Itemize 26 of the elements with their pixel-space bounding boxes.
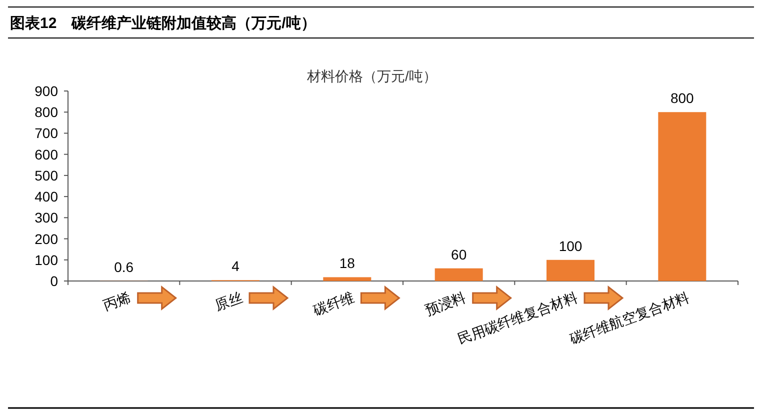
data-label: 4	[232, 258, 240, 274]
chart-title: 图表12 碳纤维产业链附加值较高（万元/吨）	[10, 14, 316, 32]
y-tick-label: 900	[34, 83, 58, 99]
y-tick-label: 100	[34, 252, 58, 268]
x-tick-label: 碳纤维	[310, 290, 357, 320]
bar	[434, 268, 483, 281]
data-label: 100	[558, 238, 582, 254]
data-label: 0.6	[114, 258, 134, 275]
bar	[658, 112, 706, 281]
y-tick-label: 600	[34, 146, 58, 162]
x-tick-label: 原丝	[213, 290, 245, 314]
y-tick-label: 400	[34, 188, 58, 205]
y-tick-label: 0	[50, 273, 58, 289]
data-label: 18	[339, 255, 356, 272]
y-tick-label: 700	[34, 125, 58, 142]
bar	[323, 277, 372, 281]
y-tick-label: 500	[34, 167, 58, 184]
data-label: 800	[670, 90, 694, 106]
x-tick-label: 丙烯	[101, 290, 134, 314]
bar	[546, 260, 594, 281]
x-tick-label: 预浸料	[423, 290, 468, 320]
y-tick-label: 300	[34, 210, 58, 226]
y-tick-label: 200	[34, 230, 58, 247]
data-label: 60	[451, 246, 467, 262]
chart-subtitle: 材料价格（万元/吨）	[306, 68, 437, 84]
y-tick-label: 800	[34, 104, 58, 120]
